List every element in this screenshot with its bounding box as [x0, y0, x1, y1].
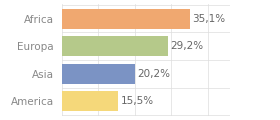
Text: 29,2%: 29,2% [171, 41, 204, 51]
Bar [62, 9, 190, 29]
Bar [62, 64, 135, 84]
Text: 20,2%: 20,2% [137, 69, 171, 79]
Bar [62, 91, 118, 111]
Bar [62, 36, 168, 56]
Text: 35,1%: 35,1% [192, 14, 225, 24]
Text: 15,5%: 15,5% [120, 96, 153, 106]
